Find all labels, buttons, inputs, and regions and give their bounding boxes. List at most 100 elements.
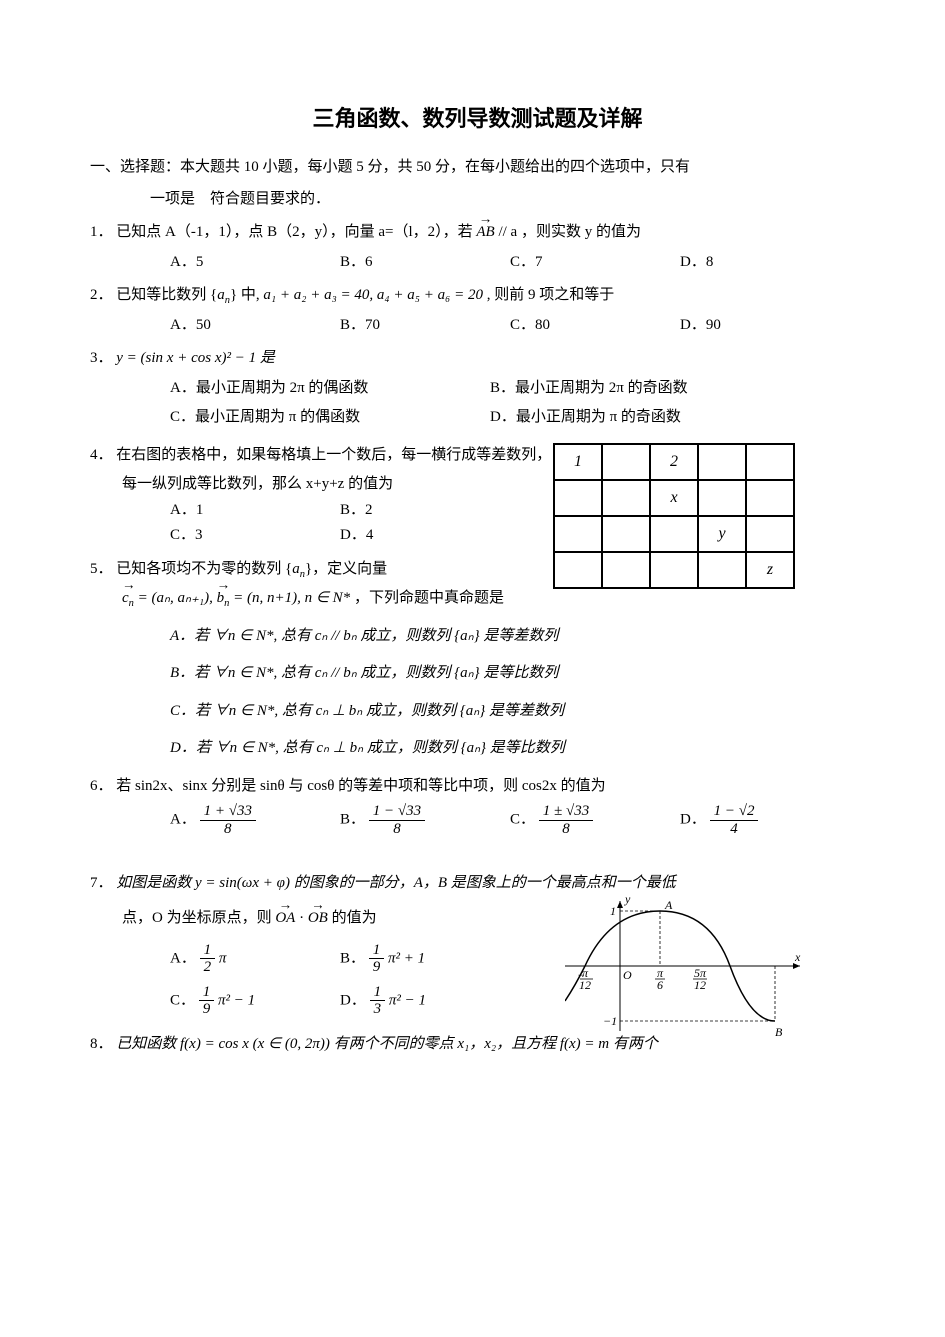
q2-opt-d: D．90 — [680, 313, 850, 339]
q7-num: 7． — [90, 875, 113, 891]
q5-eq1: = (aₙ, aₙ₊₁), — [138, 590, 217, 606]
q5-opt-a: A．若 ∀n ∈ N*, 总有 cₙ // bₙ 成立，则数列 {aₙ} 是等差… — [170, 624, 865, 650]
svg-text:12: 12 — [694, 978, 706, 992]
q6-opt-d: D． 1 − √24 — [680, 803, 850, 837]
q5-opt-d: D．若 ∀n ∈ N*, 总有 cₙ ⊥ bₙ 成立，则数列 {aₙ} 是等比数… — [170, 736, 865, 762]
svg-text:x: x — [794, 950, 801, 964]
q3-eq: y = (sin x + cos x)² − 1 是 — [116, 350, 275, 366]
q1-text2: // a ，则实数 y 的值为 — [498, 224, 641, 240]
section-heading: 一、选择题：本大题共 10 小题，每小题 5 分，共 50 分，在每小题给出的四… — [90, 155, 865, 181]
grid-r3c3 — [698, 552, 746, 588]
q3-opt-d: D．最小正周期为 π 的奇函数 — [490, 405, 810, 431]
grid-r3c2 — [650, 552, 698, 588]
svg-text:1: 1 — [610, 904, 616, 918]
q1-opt-d: D．8 — [680, 250, 850, 276]
grid-r0c1 — [602, 444, 650, 480]
grid-r0c2: 2 — [650, 444, 698, 480]
q4-num: 4． — [90, 447, 113, 463]
q5-l1post: }，定义向量 — [305, 561, 387, 577]
q7-opt-a: A． 12 π — [170, 942, 340, 976]
q5-num: 5． — [90, 561, 113, 577]
grid-r1c4 — [746, 480, 794, 516]
vector-oa: OA — [275, 906, 295, 932]
q7-opt-d: D． 13 π² − 1 — [340, 984, 510, 1018]
q2-opt-b: B．70 — [340, 313, 510, 339]
vector-ob: OB — [308, 906, 328, 932]
vector-ab: AB — [476, 220, 494, 246]
grid-r1c0 — [554, 480, 602, 516]
vector-cn: cn — [122, 586, 134, 612]
q6-num: 6． — [90, 778, 113, 794]
q3-num: 3． — [90, 350, 113, 366]
q1-opt-b: B．6 — [340, 250, 510, 276]
grid-r2c0 — [554, 516, 602, 552]
q2-num: 2． — [90, 287, 113, 303]
q2-mid: } 中, — [230, 287, 263, 303]
q2-opt-c: C．80 — [510, 313, 680, 339]
grid-r3c4: z — [746, 552, 794, 588]
svg-text:B: B — [775, 1025, 783, 1039]
svg-text:A: A — [664, 898, 673, 912]
q7-graph: x y A B O 1 −1 − π 12 π 6 5π 12 — [565, 891, 805, 1041]
grid-r2c2 — [650, 516, 698, 552]
q6-opt-c: C． 1 ± √338 — [510, 803, 680, 837]
q1-text: 已知点 A（-1，1），点 B（2，y），向量 a=（l，2），若 — [116, 224, 476, 240]
q2-end: , 则前 9 项之和等于 — [487, 287, 615, 303]
q2-pre: 已知等比数列 { — [116, 287, 217, 303]
dot-op: · — [299, 910, 308, 926]
q4-opt-b: B．2 — [340, 498, 510, 524]
svg-text:12: 12 — [579, 978, 591, 992]
q4-line1: 在右图的表格中，如果每格填上一个数后，每一横行成等差数列， — [116, 447, 551, 463]
q5-line2: cn = (aₙ, aₙ₊₁), bn = (n, n+1), n ∈ N* ，… — [122, 586, 865, 612]
question-2: 2． 已知等比数列 {an} 中, a₁ + a₂ + a₃ = 40, a₄ … — [90, 283, 865, 309]
q5-l1pre: 已知各项均不为零的数列 { — [116, 561, 292, 577]
svg-text:y: y — [624, 892, 631, 906]
grid-r1c2: x — [650, 480, 698, 516]
page-title: 三角函数、数列导数测试题及详解 — [90, 100, 865, 137]
grid-r2c1 — [602, 516, 650, 552]
q3-opt-b: B．最小正周期为 2π 的奇函数 — [490, 376, 810, 402]
svg-text:−1: −1 — [603, 1014, 617, 1028]
q7-text: 如图是函数 y = sin(ωx + φ) 的图象的一部分，A，B 是图象上的一… — [116, 875, 676, 891]
q1-opt-c: C．7 — [510, 250, 680, 276]
q1-num: 1． — [90, 224, 113, 240]
q2-opt-a: A．50 — [170, 313, 340, 339]
q7-opt-c: C． 19 π² − 1 — [170, 984, 340, 1018]
q1-opt-a: A．5 — [170, 250, 340, 276]
grid-r0c0: 1 — [554, 444, 602, 480]
grid-r0c3 — [698, 444, 746, 480]
grid-r0c4 — [746, 444, 794, 480]
q5-l2end: ，下列命题中真命题是 — [354, 590, 504, 606]
grid-r2c4 — [746, 516, 794, 552]
svg-text:6: 6 — [657, 978, 663, 992]
q4-grid: 1 2 x y z — [553, 443, 795, 589]
grid-r1c1 — [602, 480, 650, 516]
q6-opt-b: B． 1 − √338 — [340, 803, 510, 837]
q3-opt-c: C．最小正周期为 π 的偶函数 — [170, 405, 490, 431]
question-3: 3． y = (sin x + cos x)² − 1 是 — [90, 346, 865, 372]
vector-bn: bn — [217, 586, 230, 612]
grid-r3c1 — [602, 552, 650, 588]
q8-num: 8． — [90, 1036, 113, 1052]
q4-opt-a: A．1 — [170, 498, 340, 524]
section-heading-cont: 一项是 符合题目要求的． — [150, 187, 865, 213]
q3-opt-a: A．最小正周期为 2π 的偶函数 — [170, 376, 490, 402]
q5-opt-c: C．若 ∀n ∈ N*, 总有 cₙ ⊥ bₙ 成立，则数列 {aₙ} 是等差数… — [170, 699, 865, 725]
question-1: 1． 已知点 A（-1，1），点 B（2，y），向量 a=（l，2），若 AB … — [90, 220, 865, 246]
q4-opt-c: C．3 — [170, 523, 340, 549]
q4-line2: 每一纵列成等比数列，那么 x+y+z 的值为 — [122, 472, 605, 498]
q2-an: an — [217, 287, 230, 303]
q2-eq: a₁ + a₂ + a₃ = 40, a₄ + a₅ + a₆ = 20 — [263, 287, 483, 303]
question-6: 6． 若 sin2x、sinx 分别是 sinθ 与 cosθ 的等差中项和等比… — [90, 774, 865, 800]
grid-r2c3: y — [698, 516, 746, 552]
q5-an: an — [292, 561, 305, 577]
grid-r1c3 — [698, 480, 746, 516]
q6-text: 若 sin2x、sinx 分别是 sinθ 与 cosθ 的等差中项和等比中项，… — [116, 778, 605, 794]
svg-text:O: O — [623, 968, 632, 982]
q4-opt-d: D．4 — [340, 523, 510, 549]
q7-opt-b: B． 19 π² + 1 — [340, 942, 510, 976]
q5-eq2: = (n, n+1), n ∈ N* — [233, 590, 350, 606]
grid-r3c0 — [554, 552, 602, 588]
q5-opt-b: B．若 ∀n ∈ N*, 总有 cₙ // bₙ 成立，则数列 {aₙ} 是等比… — [170, 661, 865, 687]
q6-opt-a: A． 1 + √338 — [170, 803, 340, 837]
